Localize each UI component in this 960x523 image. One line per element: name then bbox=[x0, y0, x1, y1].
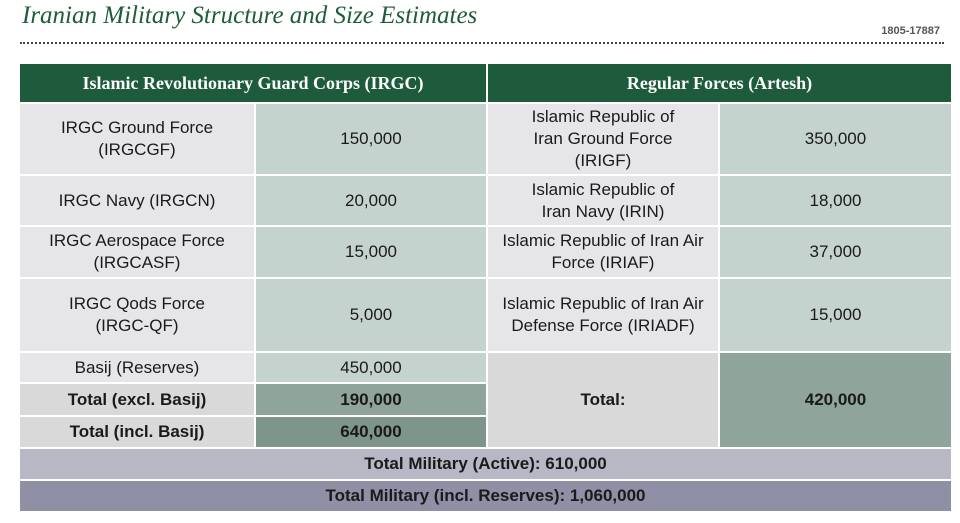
header-artesh: Regular Forces (Artesh) bbox=[488, 64, 951, 102]
artesh-total-label: Total: bbox=[488, 353, 718, 447]
page-title: Iranian Military Structure and Size Esti… bbox=[22, 2, 478, 29]
artesh-airforce-value: 37,000 bbox=[720, 227, 951, 277]
irgc-ground-label: IRGC Ground Force (IRGCGF) bbox=[20, 104, 254, 174]
irgc-aerospace-label: IRGC Aerospace Force (IRGCASF) bbox=[20, 227, 254, 277]
artesh-airdefense-value: 15,000 bbox=[720, 279, 951, 351]
irgc-total-incl-label: Total (incl. Basij) bbox=[20, 417, 254, 447]
artesh-ground-value: 350,000 bbox=[720, 104, 951, 174]
irgc-total-incl-value: 640,000 bbox=[256, 417, 486, 447]
basij-value: 450,000 bbox=[256, 353, 486, 382]
dotted-divider bbox=[20, 42, 944, 44]
artesh-airdefense-label: Islamic Republic of Iran Air Defense For… bbox=[488, 279, 718, 351]
document-code: 1805-17887 bbox=[881, 25, 940, 37]
header-irgc: Islamic Revolutionary Guard Corps (IRGC) bbox=[20, 64, 486, 102]
irgc-qods-value: 5,000 bbox=[256, 279, 486, 351]
irgc-total-excl-value: 190,000 bbox=[256, 384, 486, 415]
total-military-active: Total Military (Active): 610,000 bbox=[20, 449, 951, 479]
artesh-navy-label: Islamic Republic of Iran Navy (IRIN) bbox=[488, 176, 718, 225]
basij-label: Basij (Reserves) bbox=[20, 353, 254, 382]
irgc-ground-value: 150,000 bbox=[256, 104, 486, 174]
irgc-aerospace-value: 15,000 bbox=[256, 227, 486, 277]
irgc-navy-label: IRGC Navy (IRGCN) bbox=[20, 176, 254, 225]
irgc-navy-value: 20,000 bbox=[256, 176, 486, 225]
irgc-qods-label: IRGC Qods Force (IRGC-QF) bbox=[20, 279, 254, 351]
artesh-navy-value: 18,000 bbox=[720, 176, 951, 225]
total-military-reserves: Total Military (incl. Reserves): 1,060,0… bbox=[20, 481, 951, 511]
artesh-ground-label: Islamic Republic of Iran Ground Force (I… bbox=[488, 104, 718, 174]
irgc-total-excl-label: Total (excl. Basij) bbox=[20, 384, 254, 415]
artesh-airforce-label: Islamic Republic of Iran Air Force (IRIA… bbox=[488, 227, 718, 277]
artesh-total-value: 420,000 bbox=[720, 353, 951, 447]
